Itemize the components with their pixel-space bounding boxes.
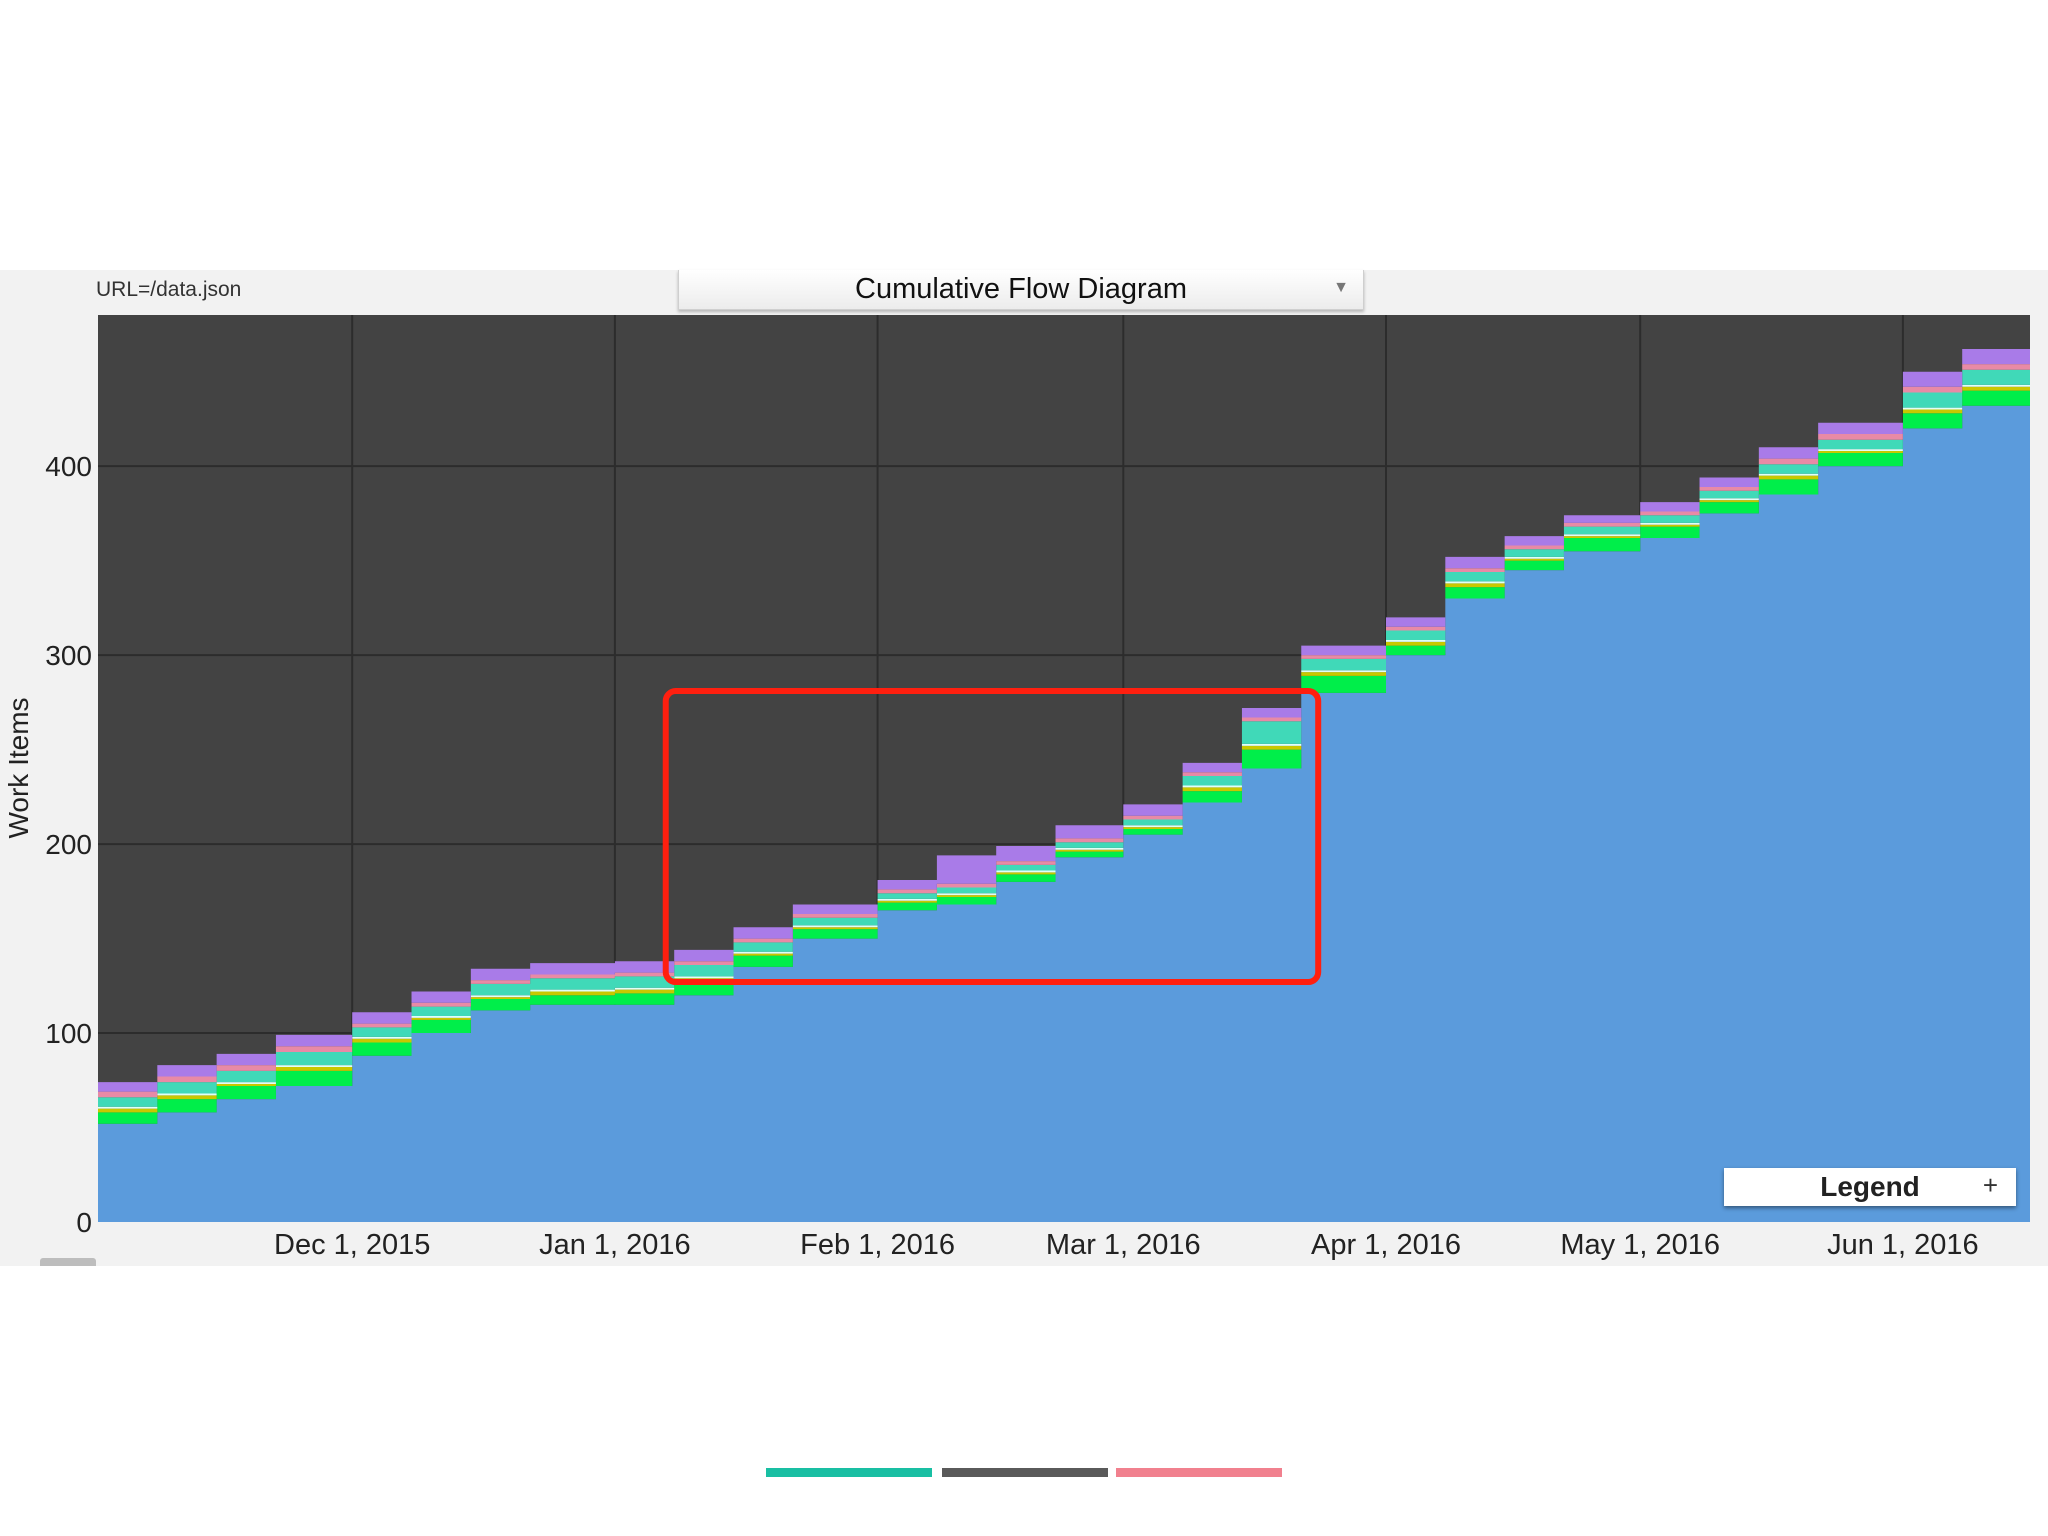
chevron-down-icon[interactable]: ▼ bbox=[1333, 279, 1349, 296]
y-tick-label: 400 bbox=[45, 451, 92, 482]
y-tick-label: 0 bbox=[76, 1207, 92, 1238]
legend-label: Legend bbox=[1820, 1171, 1920, 1202]
plus-icon: + bbox=[1982, 1170, 1998, 1200]
progress-bar-gray bbox=[942, 1468, 1108, 1477]
progress-bar-pink bbox=[1116, 1468, 1282, 1477]
highlight-rectangle bbox=[662, 688, 1322, 986]
x-tick-label: Jun 1, 2016 bbox=[1827, 1229, 1979, 1261]
scroll-handle[interactable] bbox=[40, 1258, 96, 1266]
y-axis-label: Work Items bbox=[3, 697, 34, 838]
y-tick-label: 100 bbox=[45, 1018, 92, 1049]
legend-toggle-button[interactable]: Legend + bbox=[1724, 1168, 2016, 1206]
x-tick-label: May 1, 2016 bbox=[1560, 1229, 1720, 1261]
stacked-areas bbox=[98, 324, 2030, 1223]
cumulative-flow-chart: 0 100 200 300 400 Dec 1, 2015 Jan 1, 2016 Feb … bbox=[3, 315, 2030, 1261]
x-tick-label: Jan 1, 2016 bbox=[539, 1229, 691, 1261]
view-selector-dropdown[interactable]: Cumulative Flow Diagram ▼ bbox=[678, 270, 1364, 310]
y-tick-label: 200 bbox=[45, 829, 92, 860]
x-tick-label: Apr 1, 2016 bbox=[1311, 1229, 1461, 1261]
x-tick-label: Dec 1, 2015 bbox=[274, 1229, 430, 1261]
area-series-1 bbox=[98, 381, 2030, 1223]
x-tick-label: Feb 1, 2016 bbox=[800, 1229, 955, 1261]
annotations bbox=[662, 688, 1322, 986]
x-tick-label: Mar 1, 2016 bbox=[1046, 1229, 1201, 1261]
progress-bar-teal bbox=[766, 1468, 932, 1477]
url-label: URL=/data.json bbox=[96, 278, 242, 301]
view-selector-value: Cumulative Flow Diagram bbox=[855, 273, 1187, 305]
y-axis-ticks: 0 100 200 300 400 bbox=[45, 451, 92, 1238]
y-tick-label: 300 bbox=[45, 640, 92, 671]
x-axis-ticks: Dec 1, 2015 Jan 1, 2016 Feb 1, 2016 Mar 1, … bbox=[274, 1229, 1979, 1261]
